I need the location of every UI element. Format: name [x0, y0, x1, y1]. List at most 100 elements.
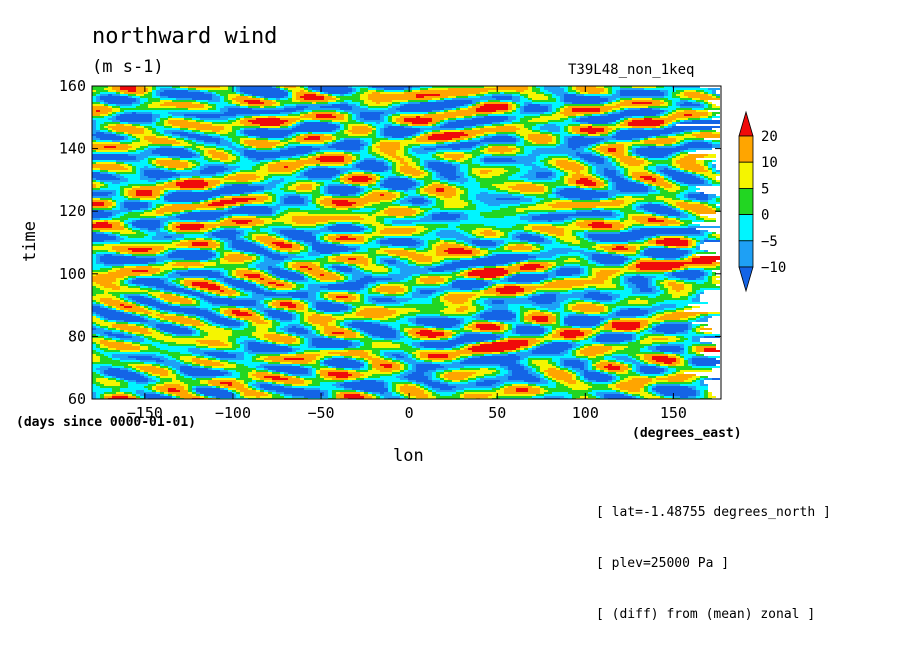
heat-cell	[296, 170, 300, 172]
heat-cell	[596, 168, 604, 170]
heat-cell	[580, 256, 588, 258]
heat-cell	[684, 172, 688, 174]
heat-cell	[708, 92, 712, 94]
heat-cell	[312, 110, 336, 112]
heat-cell	[92, 216, 108, 218]
heat-cell	[292, 90, 300, 92]
heat-cell	[420, 164, 424, 166]
heat-cell	[292, 238, 316, 240]
heat-cell	[300, 246, 304, 248]
heat-cell	[188, 162, 192, 164]
heat-cell	[524, 124, 536, 126]
heat-cell	[484, 86, 496, 88]
heat-cell	[360, 160, 364, 162]
heat-cell	[288, 146, 296, 148]
heat-cell	[576, 238, 584, 240]
heat-cell	[228, 132, 236, 134]
heat-cell	[636, 258, 640, 260]
heat-cell	[664, 246, 668, 248]
heat-cell	[416, 188, 420, 190]
heat-cell	[664, 204, 668, 206]
heat-cell	[188, 88, 196, 90]
heat-cell	[104, 132, 112, 134]
heat-cell	[164, 198, 208, 200]
heat-cell	[168, 166, 188, 168]
heat-cell	[532, 248, 540, 250]
heat-cell	[272, 258, 284, 260]
heat-cell	[340, 194, 348, 196]
heat-cell	[628, 154, 632, 156]
heat-cell	[204, 226, 216, 228]
heat-cell	[120, 92, 124, 94]
heat-cell	[632, 258, 636, 260]
heat-cell	[356, 90, 360, 92]
heat-cell	[296, 172, 300, 174]
heat-cell	[628, 216, 632, 218]
heat-cell	[392, 162, 396, 164]
heat-cell	[412, 176, 424, 178]
heat-cell	[200, 176, 212, 178]
heat-cell	[560, 144, 568, 146]
heat-cell	[684, 264, 716, 266]
heat-cell	[268, 174, 292, 176]
heat-cell	[544, 270, 548, 272]
heat-cell	[112, 204, 116, 206]
heat-cell	[576, 94, 584, 96]
heat-cell	[256, 128, 268, 130]
heat-cell	[444, 122, 448, 124]
heat-cell	[284, 238, 288, 240]
heat-cell	[344, 114, 348, 116]
heat-cell	[436, 154, 444, 156]
heat-cell	[712, 184, 720, 186]
heat-cell	[244, 94, 248, 96]
info-line: [ (diff) from (mean) zonal ]	[596, 607, 816, 622]
heat-cell	[348, 128, 352, 130]
heat-cell	[92, 138, 100, 140]
heat-cell	[452, 196, 460, 198]
heat-cell	[156, 232, 168, 234]
heat-cell	[680, 270, 684, 272]
heat-cell	[168, 120, 188, 122]
heat-cell	[152, 266, 184, 268]
heat-cell	[608, 150, 616, 152]
heat-cell	[156, 136, 168, 138]
heat-cell	[200, 230, 208, 232]
heat-cell	[116, 112, 124, 114]
heat-cell	[672, 154, 676, 156]
heat-cell	[580, 160, 584, 162]
heat-cell	[124, 166, 132, 168]
heat-cell	[444, 100, 472, 102]
heat-cell	[116, 234, 120, 236]
heat-cell	[704, 90, 712, 92]
heat-cell	[704, 232, 712, 234]
heat-cell	[324, 186, 328, 188]
heat-cell	[228, 210, 272, 212]
heat-cell	[524, 106, 548, 108]
heat-cell	[440, 240, 444, 242]
heat-cell	[480, 172, 488, 174]
heat-cell	[612, 156, 616, 158]
heat-cell	[572, 158, 580, 160]
heat-cell	[256, 242, 260, 244]
heat-cell	[576, 182, 596, 184]
heat-cell	[652, 98, 668, 100]
heat-cell	[192, 118, 200, 120]
heat-cell	[584, 236, 588, 238]
heat-cell	[520, 112, 544, 114]
heat-cell	[676, 182, 680, 184]
heat-cell	[260, 96, 264, 98]
heat-cell	[572, 174, 584, 176]
heat-cell	[620, 254, 624, 256]
heat-cell	[716, 208, 720, 210]
heat-cell	[460, 216, 468, 218]
heat-cell	[320, 90, 352, 92]
heat-cell	[680, 198, 688, 200]
heat-cell	[400, 122, 412, 124]
heat-cell	[508, 192, 520, 194]
heat-cell	[276, 264, 284, 266]
heat-cell	[216, 208, 224, 210]
heat-cell	[572, 118, 580, 120]
heat-cell	[616, 186, 648, 188]
heat-cell	[176, 214, 180, 216]
heat-cell	[532, 98, 548, 100]
